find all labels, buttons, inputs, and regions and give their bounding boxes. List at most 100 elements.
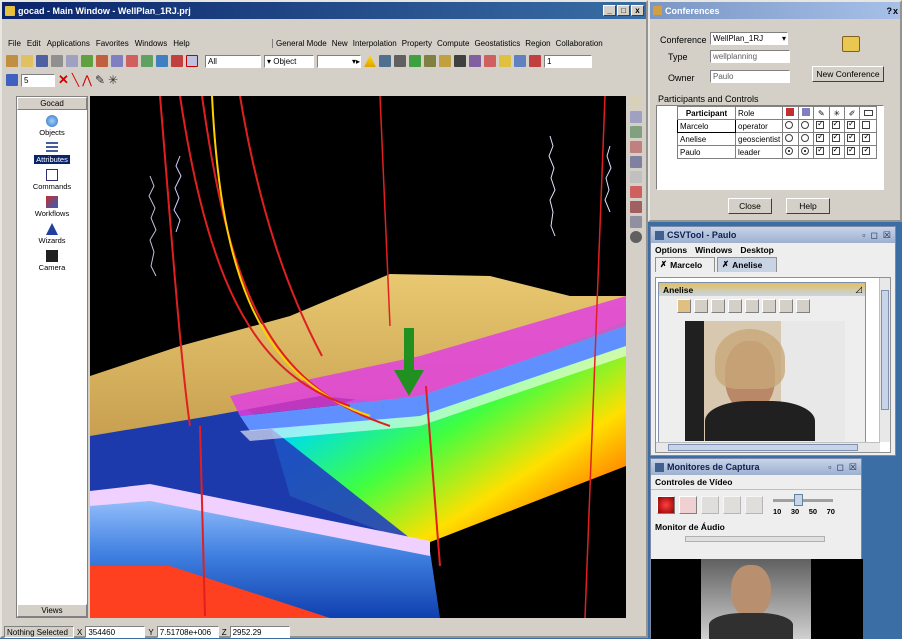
menu-compute[interactable]: Compute: [436, 38, 470, 48]
participant-name[interactable]: Marcelo: [677, 119, 736, 133]
conference-select[interactable]: WellPlan_1RJ ▾: [710, 32, 788, 45]
sidebar-item-camera[interactable]: Camera: [17, 250, 87, 272]
sidebar-item-objects[interactable]: Objects: [17, 115, 87, 137]
tool-d-icon[interactable]: [424, 55, 436, 67]
maximize-button[interactable]: □: [617, 5, 630, 16]
minimize-button[interactable]: _: [603, 5, 616, 16]
tool-b-icon[interactable]: [394, 55, 406, 67]
monitor-tool-icon[interactable]: [694, 299, 708, 313]
center-icon[interactable]: [630, 171, 642, 183]
tool-g-icon[interactable]: [469, 55, 481, 67]
control-checkbox[interactable]: [846, 132, 855, 142]
participant-column-header[interactable]: Participant: [677, 106, 736, 120]
control-cell[interactable]: [813, 119, 830, 133]
screen-tool-icon[interactable]: [728, 299, 742, 313]
tool-a-icon[interactable]: [379, 55, 391, 67]
section-icon[interactable]: [156, 55, 168, 67]
menu-general-mode[interactable]: General Mode: [276, 38, 327, 48]
menu-interpolation[interactable]: Interpolation: [352, 38, 397, 48]
settings-icon[interactable]: [630, 231, 642, 243]
control-checkbox[interactable]: [816, 119, 825, 129]
video-slider[interactable]: 10 30 50 70: [773, 493, 835, 517]
tool-f-icon[interactable]: [454, 55, 466, 67]
object-type-select[interactable]: All: [205, 54, 261, 68]
warning-icon[interactable]: [364, 55, 376, 67]
cross-icon[interactable]: ✕: [58, 72, 69, 87]
menu-windows[interactable]: Windows: [695, 244, 733, 255]
snapshot-button[interactable]: [679, 496, 697, 514]
menu-edit[interactable]: Edit: [26, 38, 41, 48]
control-col-1-header[interactable]: [782, 106, 799, 120]
control-col-6-header[interactable]: [859, 106, 877, 120]
hand-icon[interactable]: [630, 96, 642, 108]
edit-tool-icon[interactable]: [762, 299, 776, 313]
record-button[interactable]: [657, 496, 675, 514]
help-title-button[interactable]: ?: [886, 5, 892, 16]
scroll-thumb[interactable]: [881, 290, 889, 410]
light-icon[interactable]: [630, 216, 642, 228]
pencil-icon[interactable]: ✎: [94, 73, 106, 87]
tab-anelise[interactable]: ✗ Anelise: [717, 256, 777, 272]
sidebar-item-commands[interactable]: Commands: [17, 169, 87, 191]
control-radio[interactable]: [785, 134, 794, 142]
box-icon[interactable]: [630, 186, 642, 198]
control-radio[interactable]: [800, 121, 809, 129]
zoom-out-button[interactable]: [745, 496, 763, 514]
control-cell[interactable]: [843, 132, 861, 146]
horizontal-scrollbar[interactable]: [656, 442, 880, 452]
control-cell[interactable]: [828, 145, 845, 159]
close-icon[interactable]: ☒: [848, 461, 857, 472]
control-radio[interactable]: [800, 147, 809, 155]
control-cell[interactable]: [859, 132, 877, 146]
rotate-icon[interactable]: [630, 126, 642, 138]
control-cell[interactable]: [828, 132, 845, 146]
tab-marcelo[interactable]: ✗ Marcelo: [655, 256, 715, 272]
control-checkbox[interactable]: [831, 132, 840, 142]
zoom-in-button[interactable]: [723, 496, 741, 514]
control-checkbox[interactable]: [831, 145, 840, 155]
menu-favorites[interactable]: Favorites: [95, 38, 129, 48]
control-checkbox[interactable]: [846, 145, 855, 155]
control-col-5-header[interactable]: ✐: [843, 106, 861, 120]
object-select[interactable]: ▾ Object: [264, 54, 314, 68]
help-button[interactable]: Help: [786, 198, 830, 214]
menu-collaboration[interactable]: Collaboration: [555, 38, 603, 48]
minimize-icon[interactable]: ▫: [828, 461, 832, 472]
sidebar-header[interactable]: Gocad: [17, 97, 87, 110]
sidebar-item-attributes[interactable]: Attributes: [17, 142, 87, 164]
slider-thumb[interactable]: [794, 494, 803, 506]
menu-desktop[interactable]: Desktop: [740, 244, 774, 255]
control-col-2-header[interactable]: [797, 106, 815, 120]
line-icon[interactable]: ╲: [71, 73, 80, 87]
menu-windows[interactable]: Windows: [134, 38, 168, 48]
control-checkbox[interactable]: [846, 119, 855, 129]
menu-help[interactable]: Help: [173, 38, 190, 48]
control-cell[interactable]: [797, 145, 815, 159]
maximize-icon[interactable]: ◻: [870, 229, 878, 240]
camera-tool-icon[interactable]: [779, 299, 793, 313]
voxet-icon[interactable]: [171, 55, 183, 67]
menu-applications[interactable]: Applications: [46, 38, 90, 48]
control-checkbox[interactable]: [816, 132, 825, 142]
window-icon[interactable]: [186, 55, 198, 67]
control-cell[interactable]: [828, 119, 845, 133]
open-file-icon[interactable]: [21, 55, 33, 67]
control-col-3-header[interactable]: ✎: [813, 106, 830, 120]
menu-property[interactable]: Property: [401, 38, 432, 48]
camera-view-icon[interactable]: [630, 201, 642, 213]
minimize-icon[interactable]: ▫: [862, 229, 866, 240]
tool-h-icon[interactable]: [484, 55, 496, 67]
delete-icon[interactable]: [51, 55, 63, 67]
polyline-icon[interactable]: ⋀: [82, 73, 92, 87]
tool-i-icon[interactable]: [499, 55, 511, 67]
menu-new[interactable]: New: [331, 38, 348, 48]
object-name-select[interactable]: ▾▸: [317, 54, 361, 68]
surface-icon[interactable]: [81, 55, 93, 67]
new-conference-button[interactable]: New Conference: [812, 66, 884, 82]
maximize-icon[interactable]: ◻: [836, 461, 844, 472]
properties-icon[interactable]: [66, 55, 78, 67]
table-row[interactable]: Anelise geoscientist: [677, 132, 877, 146]
control-radio[interactable]: [800, 134, 809, 142]
close-button[interactable]: Close: [728, 198, 772, 214]
display-tool-icon[interactable]: [796, 299, 810, 313]
